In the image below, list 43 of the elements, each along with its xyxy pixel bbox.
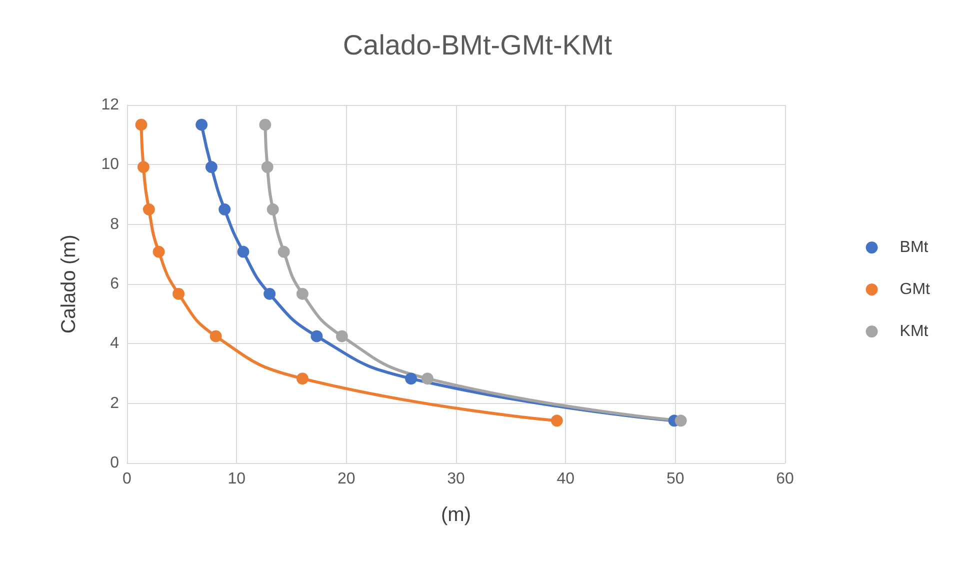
x-tick-label: 40 bbox=[556, 470, 575, 488]
point bbox=[210, 330, 222, 342]
point bbox=[237, 246, 250, 258]
legend-label: GMt bbox=[900, 281, 931, 298]
point bbox=[135, 118, 148, 131]
point bbox=[142, 203, 155, 216]
y-tick-label: 6 bbox=[110, 276, 120, 292]
point bbox=[674, 414, 687, 427]
x-tick-label: 60 bbox=[776, 470, 794, 488]
point bbox=[261, 161, 274, 174]
chart-title: Calado-BMt-GMt-KMt bbox=[342, 30, 612, 60]
y-axis-title: Calado (m) bbox=[58, 234, 80, 334]
legend-label: KMt bbox=[900, 323, 929, 340]
y-tick-label: 12 bbox=[101, 96, 120, 114]
point bbox=[172, 288, 185, 300]
x-axis-title: (m) bbox=[441, 504, 471, 526]
point bbox=[296, 372, 308, 385]
point bbox=[152, 246, 165, 258]
point bbox=[266, 203, 279, 216]
point bbox=[278, 246, 290, 258]
point bbox=[405, 372, 418, 385]
x-tick-label: 30 bbox=[447, 470, 465, 488]
point bbox=[310, 330, 323, 342]
y-tick-label: 4 bbox=[110, 335, 120, 352]
x-tick-label: 20 bbox=[337, 470, 356, 488]
point bbox=[137, 161, 150, 174]
point bbox=[218, 203, 231, 216]
x-tick-label: 0 bbox=[122, 470, 132, 488]
point bbox=[264, 288, 276, 300]
x-tick-label: 50 bbox=[666, 470, 684, 488]
point bbox=[259, 118, 272, 131]
y-tick-label: 0 bbox=[110, 454, 120, 472]
point bbox=[336, 330, 348, 342]
legend-label: BMt bbox=[900, 239, 929, 256]
y-tick-label: 8 bbox=[110, 216, 120, 233]
point bbox=[422, 372, 434, 385]
y-tick-label: 2 bbox=[110, 394, 120, 412]
x-tick-label: 10 bbox=[228, 470, 246, 488]
point bbox=[205, 161, 218, 174]
y-tick-label: 10 bbox=[101, 156, 120, 174]
point bbox=[296, 288, 308, 300]
point bbox=[550, 414, 563, 427]
point bbox=[196, 118, 208, 131]
